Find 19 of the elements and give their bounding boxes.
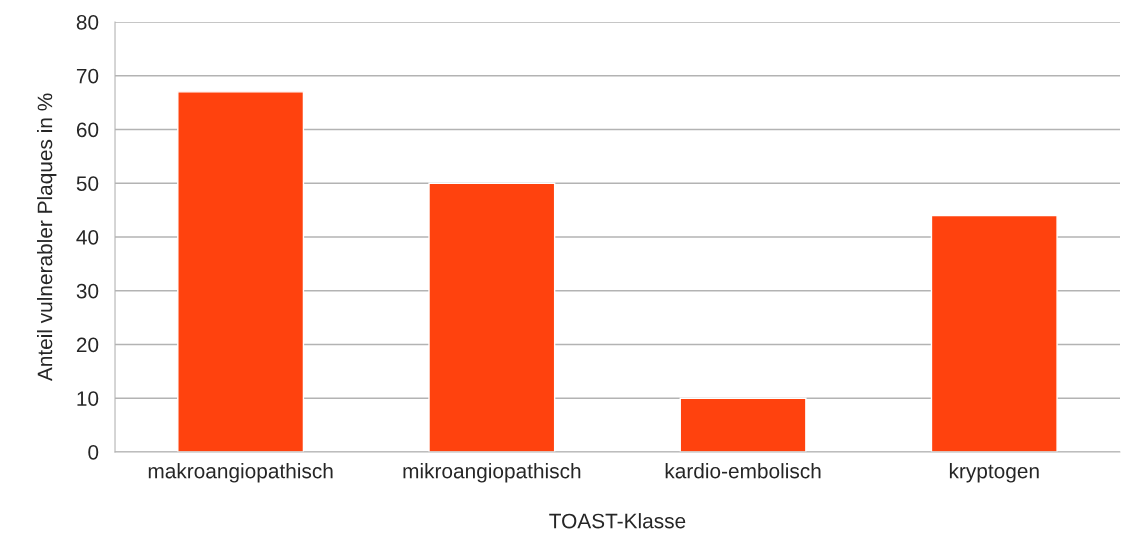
y-axis-title: Anteil vulnerabler Plaques in % bbox=[37, 93, 57, 382]
y-tick-label: 20 bbox=[76, 337, 99, 353]
x-tick-label: kardio-embolisch bbox=[665, 463, 821, 479]
x-axis-title: TOAST-Klasse bbox=[549, 513, 686, 529]
y-tick-label: 60 bbox=[76, 122, 99, 138]
y-tick-label: 50 bbox=[76, 176, 99, 191]
x-tick-label: makroangiopathisch bbox=[148, 463, 333, 483]
y-tick-label: 80 bbox=[76, 14, 99, 30]
y-tick-label: 30 bbox=[76, 283, 99, 299]
y-tick-label: 70 bbox=[76, 68, 99, 84]
bar bbox=[177, 91, 305, 452]
bar bbox=[679, 397, 807, 452]
y-tick-label: 10 bbox=[77, 391, 99, 406]
x-tick-label: kryptogen bbox=[949, 463, 1039, 483]
bar bbox=[428, 182, 556, 452]
y-tick-label: 0 bbox=[88, 444, 99, 460]
y-tick-label: 40 bbox=[76, 229, 99, 245]
x-tick-label: mikroangiopathisch bbox=[403, 463, 581, 483]
bar bbox=[930, 214, 1058, 452]
